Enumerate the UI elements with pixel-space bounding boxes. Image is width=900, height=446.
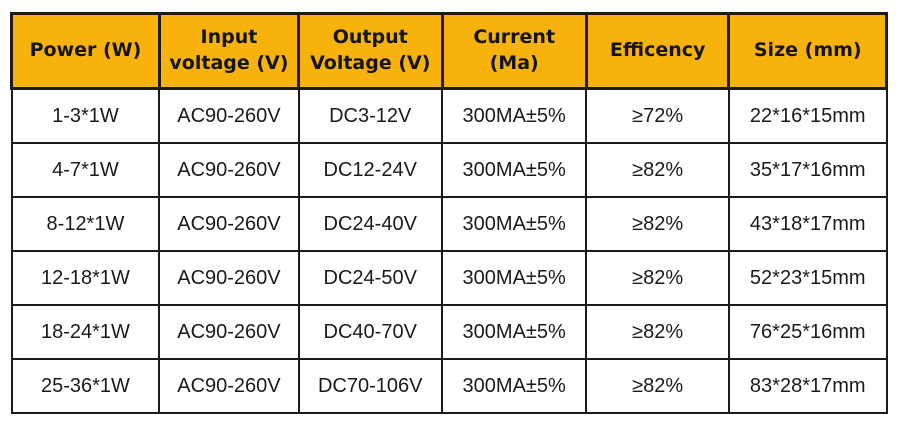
- cell-size: 52*23*15mm: [727, 250, 888, 306]
- col-header-current: Current (Ma): [440, 12, 588, 90]
- cell-output-voltage: DC70-106V: [297, 358, 443, 414]
- cell-power: 25-36*1W: [10, 358, 161, 414]
- col-header-output-voltage: Output Voltage (V): [297, 12, 444, 90]
- cell-current: 300MA±5%: [440, 196, 588, 252]
- table-row: 12-18*1W AC90-260V DC24-50V 300MA±5% ≥82…: [10, 250, 888, 306]
- cell-output-voltage: DC3-12V: [297, 87, 443, 144]
- col-header-input-voltage: Input voltage (V): [157, 12, 301, 90]
- col-header-efficiency: Efficency: [584, 12, 731, 90]
- col-header-power: Power (W): [10, 12, 161, 90]
- cell-power: 12-18*1W: [10, 250, 161, 306]
- cell-power: 8-12*1W: [10, 196, 161, 252]
- table-row: 1-3*1W AC90-260V DC3-12V 300MA±5% ≥72% 2…: [10, 87, 888, 144]
- cell-current: 300MA±5%: [440, 304, 588, 360]
- table-body: 1-3*1W AC90-260V DC3-12V 300MA±5% ≥72% 2…: [10, 87, 888, 414]
- cell-input-voltage: AC90-260V: [158, 304, 300, 360]
- cell-input-voltage: AC90-260V: [158, 250, 300, 306]
- cell-input-voltage: AC90-260V: [158, 142, 300, 198]
- header-row: Power (W) Input voltage (V) Output Volta…: [10, 12, 888, 90]
- cell-efficiency: ≥82%: [585, 196, 730, 252]
- cell-size: 83*28*17mm: [727, 358, 888, 414]
- table-row: 25-36*1W AC90-260V DC70-106V 300MA±5% ≥8…: [10, 358, 888, 414]
- table-row: 8-12*1W AC90-260V DC24-40V 300MA±5% ≥82%…: [10, 196, 888, 252]
- cell-size: 22*16*15mm: [727, 87, 888, 144]
- cell-efficiency: ≥82%: [585, 142, 730, 198]
- cell-current: 300MA±5%: [440, 142, 588, 198]
- table-row: 4-7*1W AC90-260V DC12-24V 300MA±5% ≥82% …: [10, 142, 888, 198]
- cell-size: 76*25*16mm: [727, 304, 888, 360]
- power-spec-table: Power (W) Input voltage (V) Output Volta…: [10, 12, 888, 414]
- cell-efficiency: ≥82%: [585, 304, 730, 360]
- table-row: 18-24*1W AC90-260V DC40-70V 300MA±5% ≥82…: [10, 304, 888, 360]
- cell-current: 300MA±5%: [440, 87, 588, 144]
- cell-efficiency: ≥82%: [585, 250, 730, 306]
- cell-power: 1-3*1W: [10, 87, 161, 144]
- cell-power: 18-24*1W: [10, 304, 161, 360]
- cell-efficiency: ≥82%: [585, 358, 730, 414]
- cell-current: 300MA±5%: [440, 250, 588, 306]
- cell-output-voltage: DC40-70V: [297, 304, 443, 360]
- cell-input-voltage: AC90-260V: [158, 358, 300, 414]
- cell-current: 300MA±5%: [440, 358, 588, 414]
- cell-size: 35*17*16mm: [727, 142, 888, 198]
- col-header-size: Size (mm): [727, 12, 888, 90]
- cell-input-voltage: AC90-260V: [158, 87, 300, 144]
- cell-input-voltage: AC90-260V: [158, 196, 300, 252]
- cell-efficiency: ≥72%: [585, 87, 730, 144]
- table-header: Power (W) Input voltage (V) Output Volta…: [10, 12, 888, 90]
- cell-output-voltage: DC12-24V: [297, 142, 443, 198]
- cell-output-voltage: DC24-50V: [297, 250, 443, 306]
- cell-power: 4-7*1W: [10, 142, 161, 198]
- cell-output-voltage: DC24-40V: [297, 196, 443, 252]
- cell-size: 43*18*17mm: [727, 196, 888, 252]
